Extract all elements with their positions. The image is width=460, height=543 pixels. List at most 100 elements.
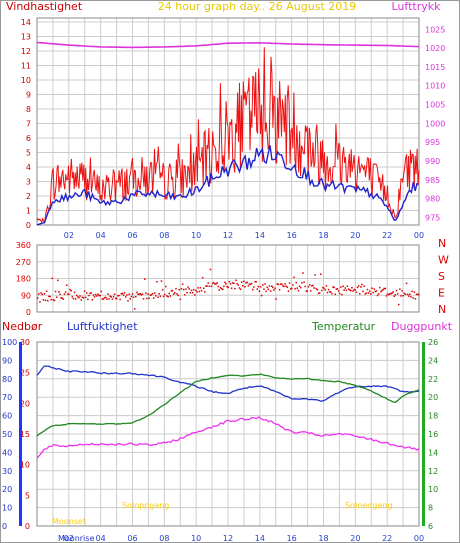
direction-point <box>374 290 377 293</box>
direction-point <box>249 283 252 286</box>
direction-point <box>308 284 311 286</box>
direction-point <box>162 295 165 298</box>
rain-tick-label: 20 <box>20 399 30 408</box>
rain-tick-label: 0 <box>25 522 30 531</box>
direction-point <box>232 282 234 284</box>
pressure-tick-label: 985 <box>425 176 440 185</box>
direction-point <box>320 273 322 275</box>
time-tick-label: 10 <box>191 231 201 240</box>
direction-point <box>171 289 174 292</box>
direction-point <box>239 288 242 290</box>
direction-point <box>351 287 353 289</box>
time-tick-label: 10 <box>191 534 201 543</box>
direction-point <box>88 294 90 297</box>
humidity-tick-label: 20 <box>2 485 12 494</box>
direction-point <box>205 285 207 287</box>
compass-label: S <box>438 270 445 283</box>
direction-point <box>87 298 89 301</box>
time-tick-label: 00 <box>414 231 424 240</box>
direction-point <box>125 296 127 298</box>
direction-point <box>69 288 71 291</box>
direction-point <box>395 289 398 292</box>
direction-point <box>204 291 206 293</box>
direction-point <box>306 290 309 292</box>
direction-point <box>385 295 388 297</box>
direction-point <box>83 290 86 292</box>
direction-point <box>408 295 410 297</box>
time-tick-label: 12 <box>223 231 233 240</box>
direction-point <box>276 283 278 285</box>
direction-point <box>136 291 138 294</box>
direction-point <box>154 292 156 294</box>
humidity-tick-label: 70 <box>2 393 12 402</box>
direction-point <box>217 285 219 288</box>
time-tick-label: 14 <box>255 534 265 543</box>
direction-point <box>96 295 98 297</box>
direction-point <box>264 283 266 285</box>
direction-point <box>344 287 346 289</box>
direction-point <box>64 291 67 293</box>
temperature-title: Temperatur <box>311 320 376 333</box>
direction-point <box>94 293 97 296</box>
dewpoint-title: Duggpunkt <box>391 320 453 333</box>
direction-point <box>265 290 267 293</box>
direction-point <box>184 294 186 296</box>
direction-point <box>331 292 333 295</box>
direction-point <box>286 286 289 289</box>
direction-point <box>178 289 180 291</box>
direction-point <box>248 283 251 285</box>
direction-point <box>354 289 356 291</box>
direction-point <box>168 292 170 295</box>
humidity-tick-label: 30 <box>2 467 12 476</box>
direction-point <box>252 288 254 291</box>
direction-point <box>285 285 287 287</box>
direction-point <box>151 293 154 295</box>
direction-point <box>199 287 202 289</box>
direction-point <box>371 287 373 289</box>
rain-tick-label: 25 <box>20 369 30 378</box>
direction-point <box>86 292 88 294</box>
direction-point <box>399 288 401 290</box>
direction-point <box>140 294 143 296</box>
pressure-tick-label: 1025 <box>425 25 445 34</box>
direction-point <box>373 288 375 290</box>
direction-point <box>213 281 215 284</box>
direction-point <box>97 293 99 295</box>
direction-point <box>44 299 47 302</box>
time-tick-label: 18 <box>318 534 328 543</box>
direction-point <box>67 293 69 295</box>
direction-point <box>402 295 404 297</box>
direction-point <box>158 293 160 295</box>
direction-point <box>230 287 233 289</box>
direction-point <box>81 296 84 299</box>
direction-point <box>223 285 225 288</box>
direction-point <box>201 276 204 279</box>
direction-point <box>74 298 77 300</box>
direction-point <box>366 288 369 291</box>
direction-point <box>401 290 403 292</box>
direction-point <box>84 296 87 299</box>
direction-point <box>186 291 188 294</box>
direction-point <box>179 298 182 301</box>
direction-point <box>206 285 208 287</box>
direction-point <box>321 289 323 292</box>
direction-point <box>214 283 216 285</box>
direction-point <box>138 293 140 296</box>
direction-point <box>187 286 189 288</box>
direction-point <box>236 282 238 285</box>
direction-point <box>198 290 201 293</box>
direction-point <box>384 287 387 290</box>
pressure-line <box>36 41 420 49</box>
direction-point <box>194 294 196 296</box>
direction-point <box>380 290 382 293</box>
direction-point <box>267 288 270 291</box>
direction-point <box>234 287 236 290</box>
direction-point <box>340 286 342 288</box>
time-tick-label: 00 <box>414 534 424 543</box>
direction-point <box>174 292 176 294</box>
direction-point <box>353 288 355 291</box>
direction-point <box>77 296 79 298</box>
direction-point <box>360 286 362 288</box>
direction-point <box>410 296 412 298</box>
direction-point <box>287 290 290 292</box>
